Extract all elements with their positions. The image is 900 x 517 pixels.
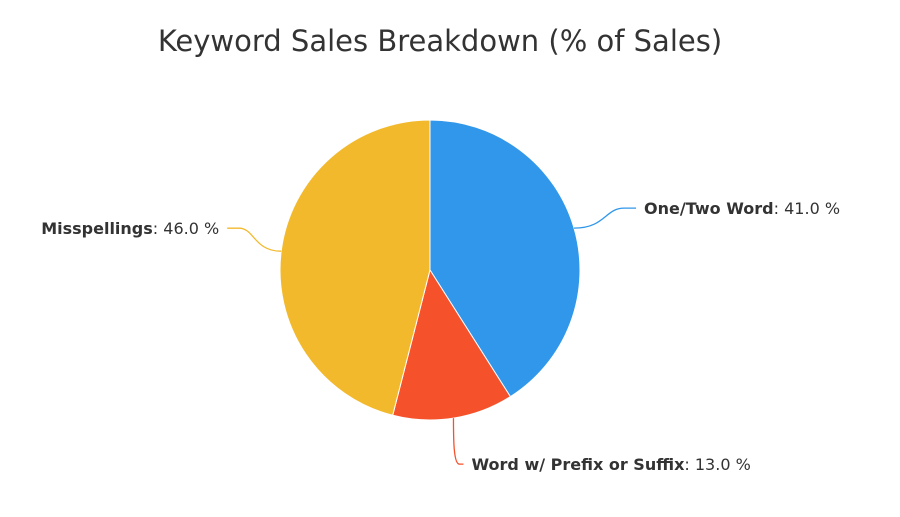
slice-label: One/Two Word: 41.0 % (644, 199, 840, 218)
slice-labels: One/Two Word: 41.0 % Word w/ Prefix or Su… (41, 199, 840, 474)
pie-slices (279, 119, 581, 421)
slice-label-value: : 13.0 % (684, 455, 750, 474)
chart-title: Keyword Sales Breakdown (% of Sales) (157, 24, 723, 58)
slice-label: Word w/ Prefix or Suffix: 13.0 % (471, 455, 750, 474)
leader-line (227, 227, 282, 252)
pie-slice-word-w-prefix-or-suffix (392, 268, 512, 421)
pie-slice-one-two-word (429, 119, 581, 398)
slice-label: Misspellings: 46.0 % (41, 219, 219, 238)
slice-label-value: : 41.0 % (774, 199, 840, 218)
leader-lines (227, 207, 637, 465)
slice-label-value: : 46.0 % (153, 219, 219, 238)
slice-label-name: Word w/ Prefix or Suffix (471, 455, 685, 474)
leader-line (574, 207, 637, 229)
slice-label-name: One/Two Word (644, 199, 774, 218)
leader-line (452, 418, 464, 465)
slice-label-name: Misspellings (41, 219, 153, 238)
pie-slice-misspellings (279, 119, 431, 416)
